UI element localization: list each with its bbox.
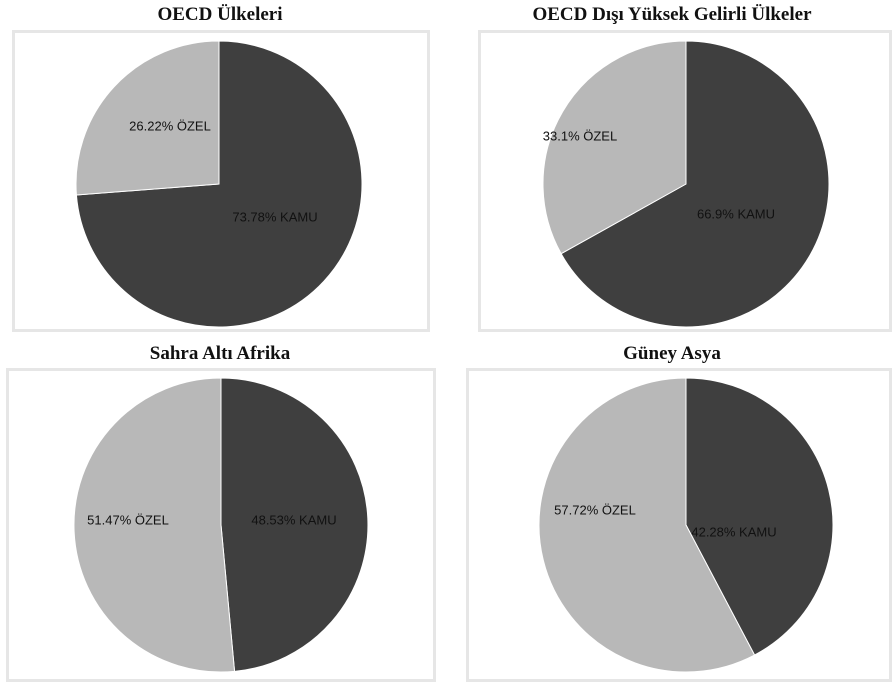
pie-slice [538,377,756,673]
chart-title: Güney Asya [623,343,721,364]
pie-slice [685,377,834,656]
slice-label: 57.72% ÖZEL [554,502,636,517]
chart-oecd: OECD Ülkeleri 73.78% KAMU 26.22% ÖZEL [0,0,440,340]
slice-label: 66.9% KAMU [697,206,775,221]
chart-guney-asya: Güney Asya 42.28% KAMU 57.72% ÖZEL [448,340,896,687]
slice-label: 26.22% ÖZEL [129,118,211,133]
pie-slice [75,40,220,196]
pie-chart: 42.28% KAMU 57.72% ÖZEL [538,377,834,673]
slice-label: 51.47% ÖZEL [87,512,169,527]
slice-label: 42.28% KAMU [691,524,776,539]
chart-oecd-disi: OECD Dışı Yüksek Gelirli Ülkeler 66.9% K… [448,0,896,340]
pie-chart: 73.78% KAMU 26.22% ÖZEL [75,40,363,328]
pie-chart: 48.53% KAMU 51.47% ÖZEL [73,377,369,673]
chart-title: OECD Dışı Yüksek Gelirli Ülkeler [532,4,812,25]
pie-slice [220,377,369,672]
pie-chart: 66.9% KAMU 33.1% ÖZEL [542,40,830,328]
chart-sahra-alti-afrika: Sahra Altı Afrika 48.53% KAMU 51.47% ÖZEL [0,340,440,687]
pie-slice [560,40,830,328]
pie-slice [542,40,687,255]
slice-label: 73.78% KAMU [232,209,317,224]
slice-label: 48.53% KAMU [251,512,336,527]
chart-title: Sahra Altı Afrika [149,343,291,364]
pie-slice [73,377,236,673]
slice-label: 33.1% ÖZEL [543,128,617,143]
chart-title: OECD Ülkeleri [157,4,283,25]
